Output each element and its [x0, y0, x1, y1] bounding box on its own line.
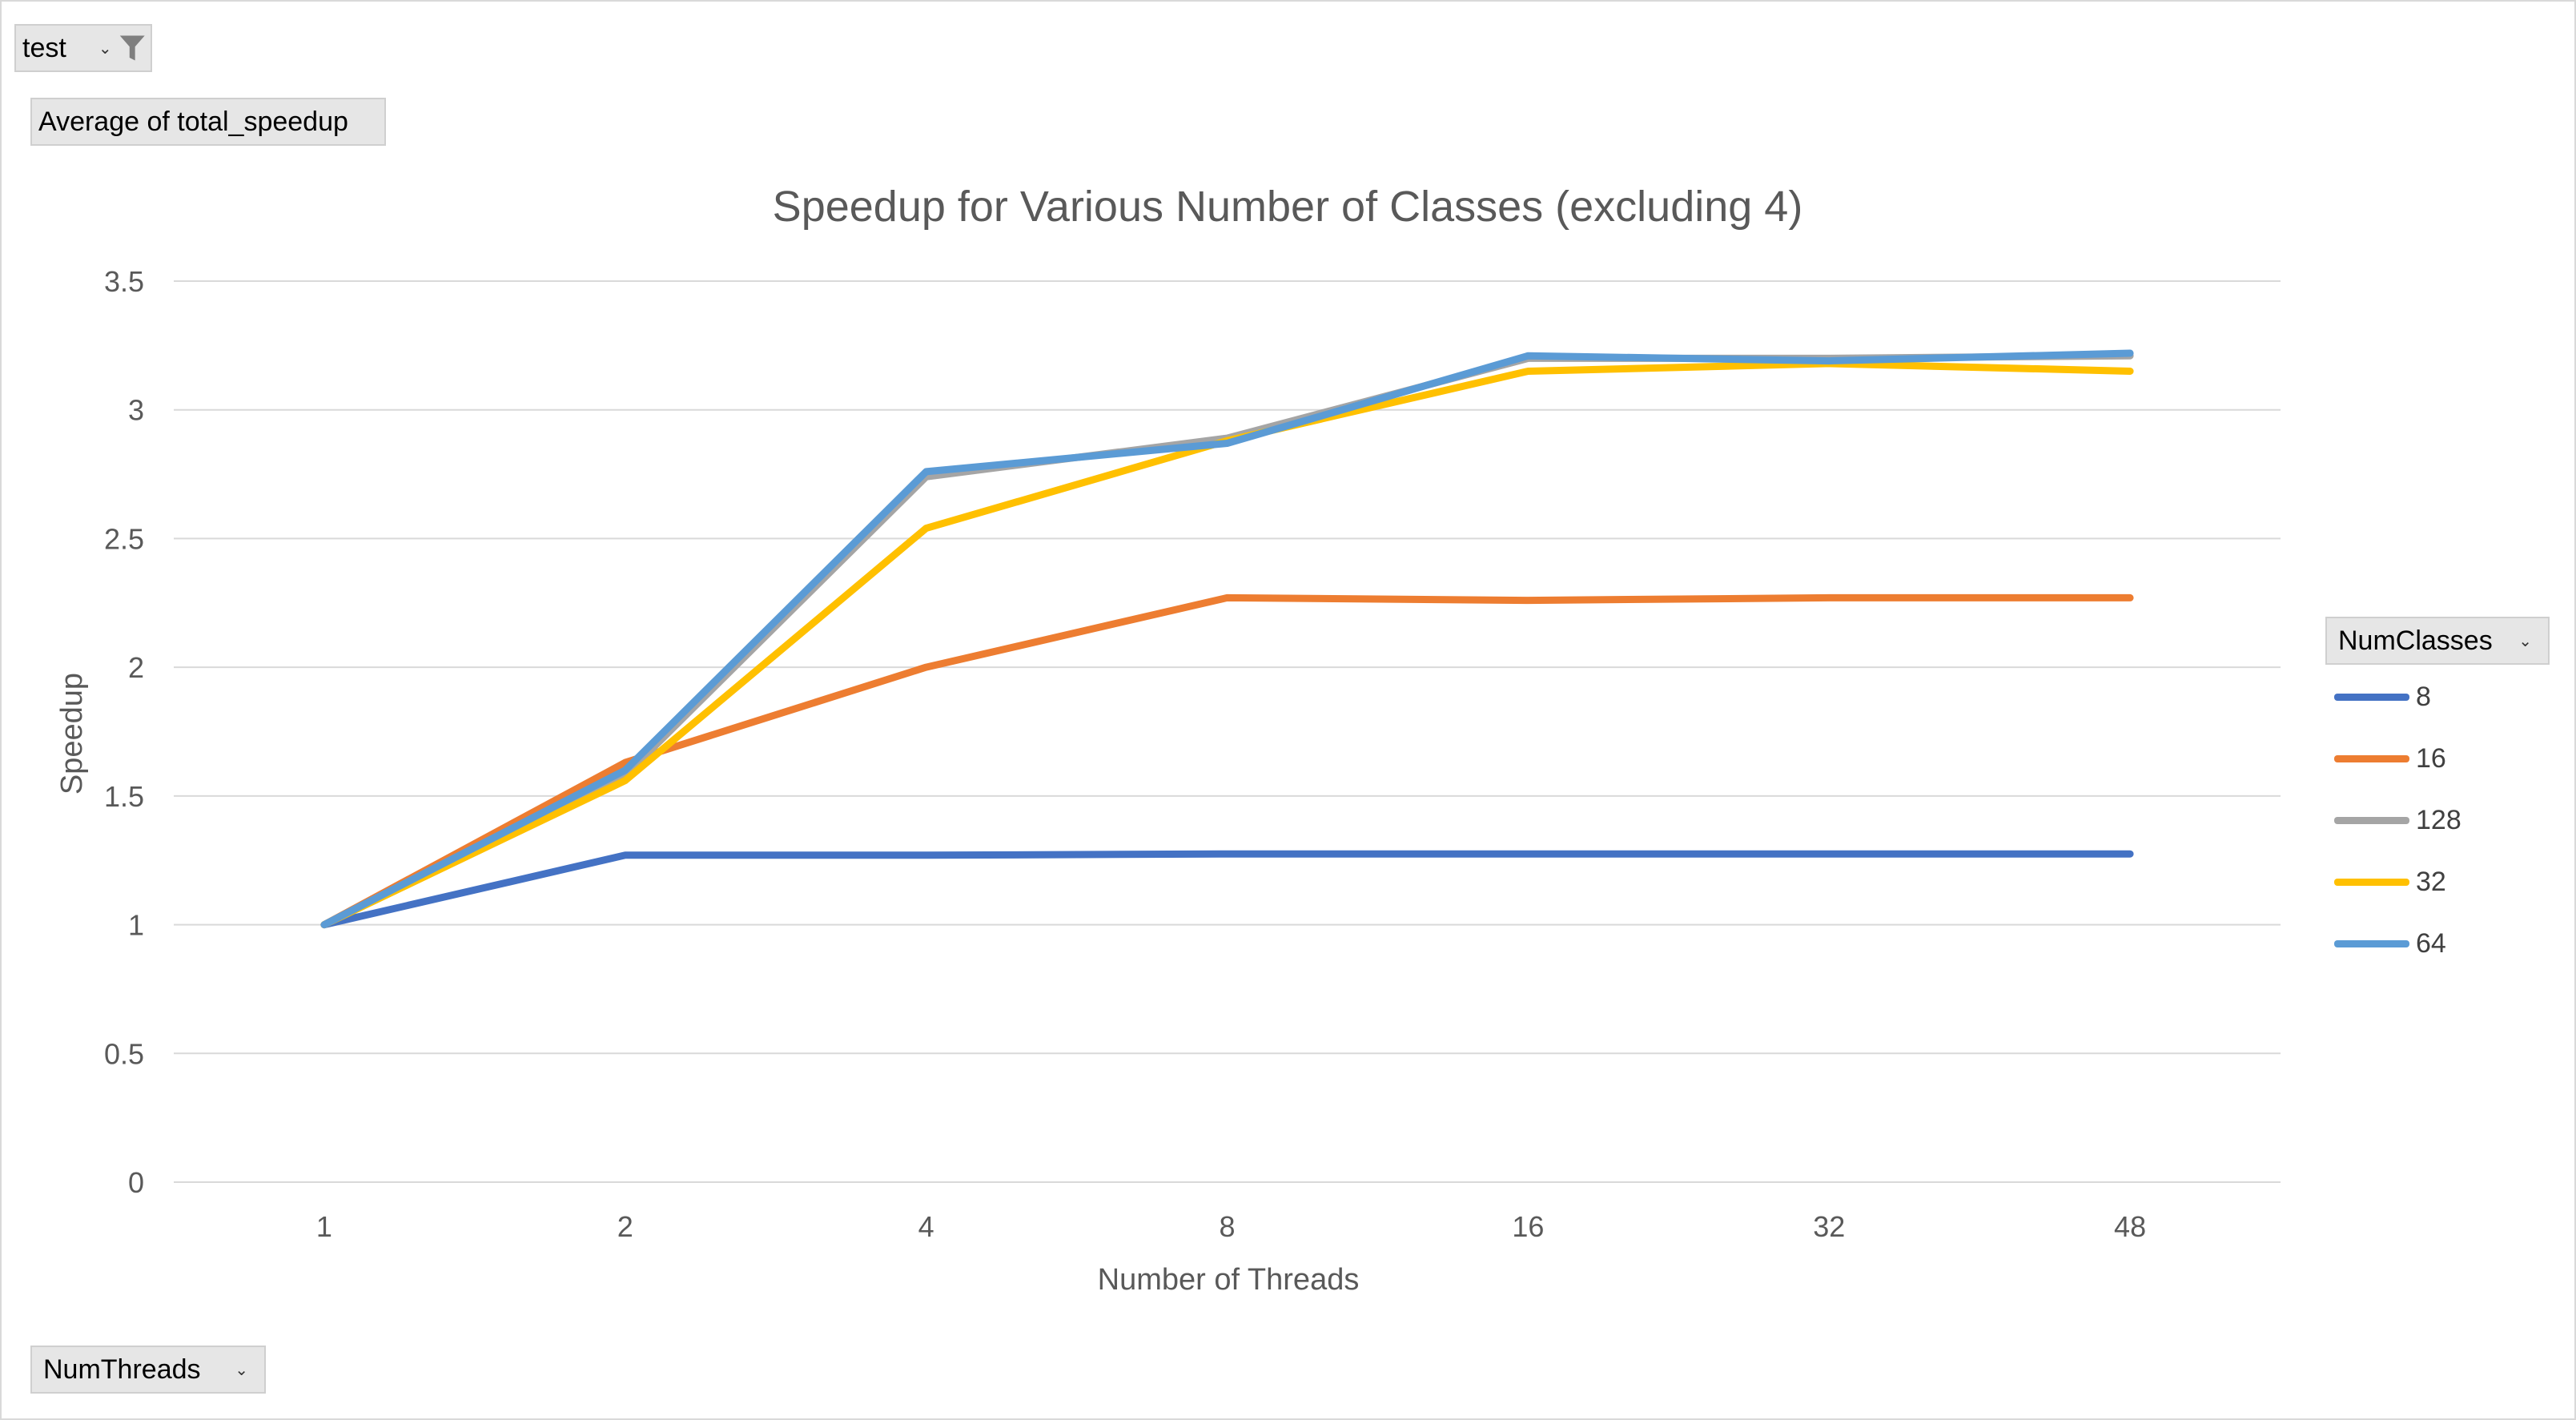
- filter-field-button[interactable]: test ⌄: [14, 24, 152, 72]
- y-tick-label: 2: [128, 651, 144, 684]
- y-tick-label: 2.5: [104, 522, 144, 555]
- dropdown-arrow-icon: ⌄: [98, 39, 112, 58]
- legend-label: 32: [2416, 866, 2446, 897]
- x-tick-label: 2: [617, 1210, 633, 1243]
- series-line-16: [320, 593, 2134, 929]
- x-tick-label: 16: [1512, 1210, 1544, 1243]
- series-line-32: [320, 360, 2134, 929]
- legend-item-64[interactable]: 64: [2334, 927, 2446, 959]
- legend-swatch: [2334, 754, 2409, 762]
- legend-swatch: [2334, 939, 2409, 947]
- y-tick-label: 3: [128, 394, 144, 427]
- y-axis-label: Speedup: [55, 673, 89, 794]
- y-tick-label: 0.5: [104, 1037, 144, 1070]
- funnel-icon: [119, 35, 145, 61]
- axis-field-button[interactable]: NumThreads ⌄: [30, 1346, 266, 1394]
- legend-label: 8: [2416, 681, 2431, 712]
- legend-swatch: [2334, 878, 2409, 886]
- series-line-64: [320, 349, 2134, 929]
- legend-item-16[interactable]: 16: [2334, 742, 2446, 774]
- legend-label: 64: [2416, 927, 2446, 959]
- x-tick-label: 1: [316, 1210, 332, 1243]
- x-tick-label: 4: [918, 1210, 934, 1243]
- legend-field-button[interactable]: NumClasses ⌄: [2325, 617, 2550, 665]
- x-tick-label: 48: [2114, 1210, 2146, 1243]
- y-tick-label: 1: [128, 909, 144, 942]
- filter-field-label: test: [22, 32, 66, 63]
- values-field-button[interactable]: Average of total_speedup: [30, 98, 386, 146]
- series-line-8: [320, 850, 2134, 929]
- axis-field-label: NumThreads: [43, 1354, 201, 1385]
- legend-label: 128: [2416, 804, 2461, 835]
- y-tick-label: 3.5: [104, 265, 144, 298]
- chart-title: Speedup for Various Number of Classes (e…: [773, 183, 1803, 231]
- legend-swatch: [2334, 816, 2409, 824]
- y-tick-label: 1.5: [104, 780, 144, 813]
- dropdown-arrow-icon: ⌄: [2518, 632, 2532, 650]
- legend-item-128[interactable]: 128: [2334, 804, 2461, 836]
- values-field-label: Average of total_speedup: [38, 106, 348, 137]
- x-axis-label: Number of Threads: [1098, 1263, 1360, 1297]
- dropdown-arrow-icon: ⌄: [235, 1361, 248, 1379]
- x-tick-label: 8: [1219, 1210, 1235, 1243]
- legend-item-32[interactable]: 32: [2334, 866, 2446, 898]
- legend-swatch: [2334, 693, 2409, 701]
- legend-label: 16: [2416, 742, 2446, 774]
- legend-item-8[interactable]: 8: [2334, 681, 2431, 713]
- y-tick-label: 0: [128, 1166, 144, 1199]
- x-tick-label: 32: [1813, 1210, 1845, 1243]
- legend-field-label: NumClasses: [2338, 625, 2493, 656]
